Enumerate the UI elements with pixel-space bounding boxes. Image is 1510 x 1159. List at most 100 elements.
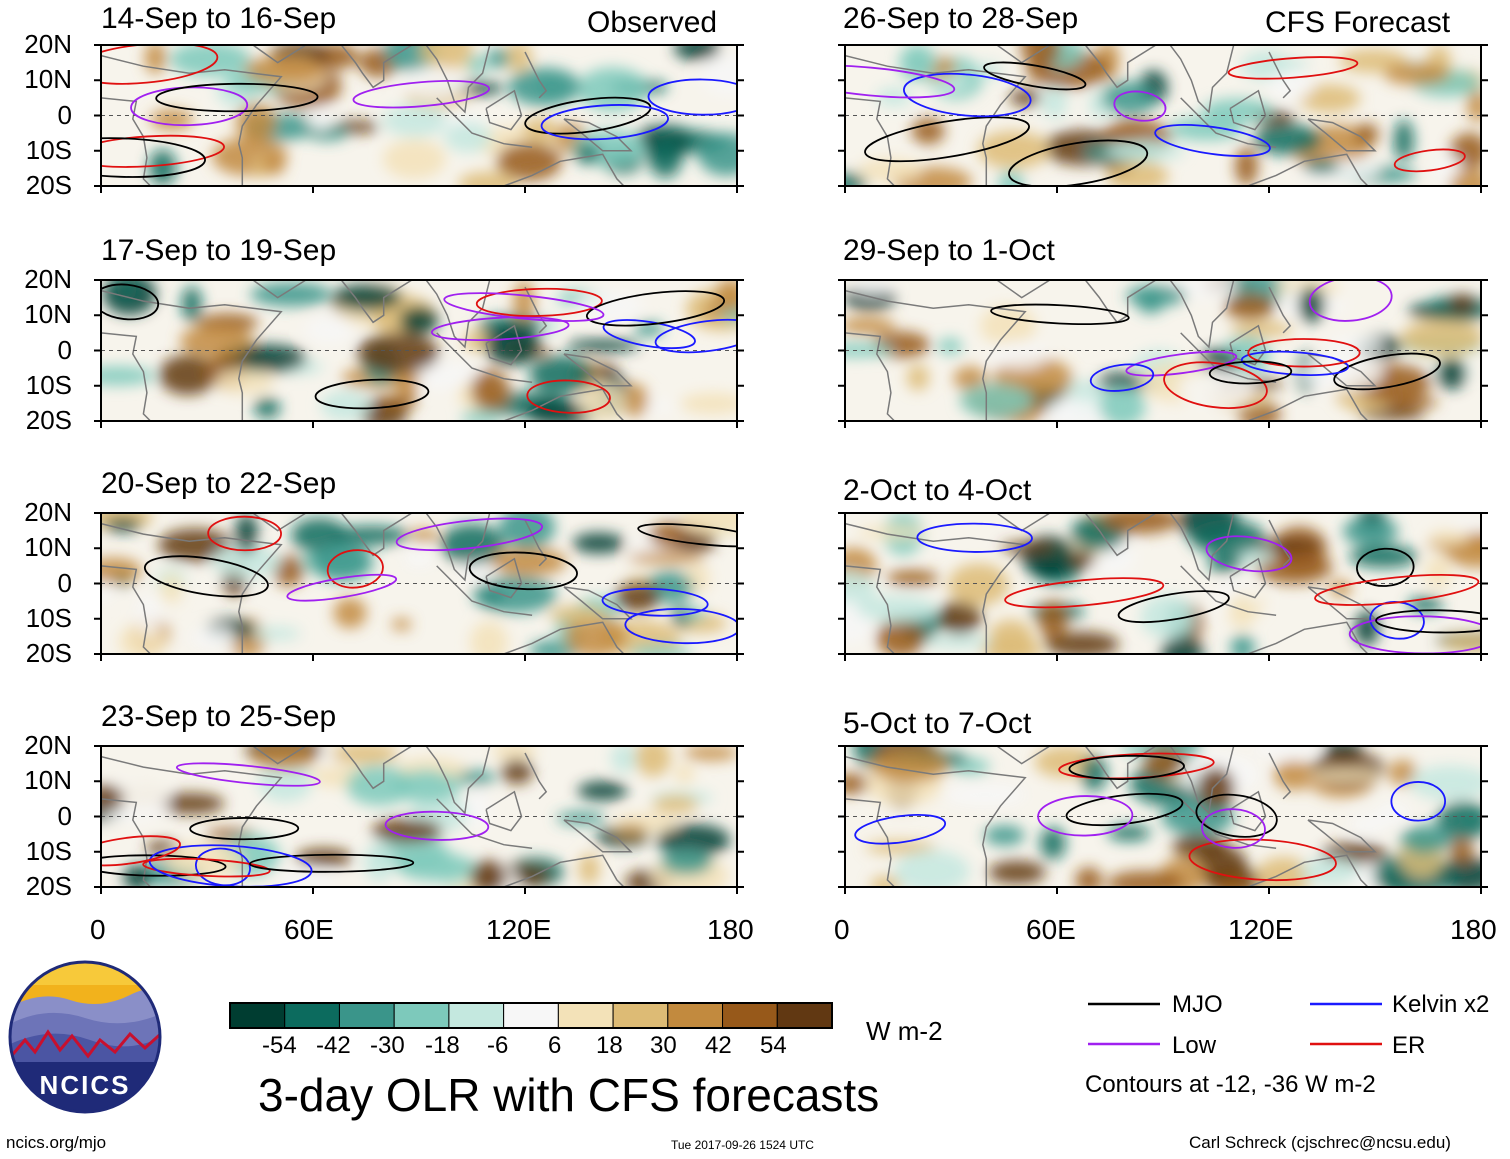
olr-anomaly-cell <box>1466 89 1481 123</box>
contour-line <box>1205 535 1293 573</box>
olr-anomaly-cell <box>577 67 649 112</box>
olr-anomaly-cell <box>610 746 638 773</box>
panel <box>94 279 744 428</box>
olr-anomaly-cell <box>364 842 395 883</box>
coastline <box>1268 286 1292 334</box>
website-link[interactable]: ncics.org/mjo <box>6 1133 107 1152</box>
coastline <box>101 522 283 654</box>
olr-anomaly-cell <box>988 619 1034 654</box>
olr-anomaly-cell <box>673 45 721 61</box>
olr-anomaly-cell <box>1383 62 1450 86</box>
olr-anomaly-cell <box>680 392 737 415</box>
contour-line <box>443 292 605 322</box>
author-credit: Carl Schreck (cjschrec@ncsu.edu) <box>1189 1133 1451 1152</box>
olr-anomaly-cell <box>235 102 276 142</box>
panel <box>94 745 744 894</box>
olr-anomaly-cell <box>1267 70 1314 101</box>
colorbar-tick-label: 54 <box>760 1032 787 1059</box>
panel-title: 29-Sep to 1-Oct <box>843 234 1055 267</box>
logo-text: NCICS <box>39 1070 131 1100</box>
olr-anomaly-cell <box>169 45 251 77</box>
contour-line <box>175 762 321 787</box>
olr-anomaly-cell <box>577 781 628 801</box>
coastline <box>1180 798 1277 849</box>
coastline <box>503 153 625 186</box>
olr-anomaly-cell <box>1099 513 1180 535</box>
contour-line <box>1065 792 1184 827</box>
olr-anomaly-cell <box>845 773 871 795</box>
olr-anomaly-cell <box>410 362 483 391</box>
contour-line <box>1113 90 1167 122</box>
coastline <box>340 513 413 557</box>
olr-anomaly-cell <box>984 825 1025 846</box>
olr-anomaly-cell <box>215 368 274 395</box>
olr-anomaly-cell <box>391 770 461 803</box>
panel <box>838 512 1488 661</box>
x-tick-label: 0 <box>834 914 850 945</box>
coastline <box>101 54 283 186</box>
olr-anomaly-cell <box>277 869 336 887</box>
coastline <box>1247 621 1369 654</box>
colorbar-tick-label: 6 <box>548 1032 562 1059</box>
contour-line <box>207 515 282 552</box>
olr-anomaly-cell <box>150 109 194 131</box>
olr-anomaly-cell <box>977 130 1050 169</box>
olr-anomaly-cell <box>924 635 993 649</box>
olr-anomaly-cell <box>457 769 496 786</box>
olr-anomaly-cell <box>304 316 354 344</box>
coastline <box>503 388 625 421</box>
olr-anomaly-cell <box>101 785 125 812</box>
olr-anomaly-cell <box>953 366 987 391</box>
panel <box>838 44 1488 193</box>
olr-anomaly-cell <box>444 121 492 153</box>
olr-anomaly-cell <box>382 104 448 137</box>
panel-title: 5-Oct to 7-Oct <box>843 707 1032 740</box>
olr-anomaly-cell <box>1140 594 1194 639</box>
coastline <box>845 755 1027 887</box>
olr-anomaly-cell <box>262 158 285 175</box>
y-tick-label: 0 <box>57 99 72 130</box>
coastline <box>1247 388 1369 421</box>
colorbar-tick-label: -6 <box>487 1032 509 1059</box>
contour-line <box>1393 148 1466 173</box>
olr-anomaly-cell <box>1449 168 1481 186</box>
olr-anomaly-cell <box>1409 765 1481 801</box>
colorbar-swatch <box>448 1002 505 1029</box>
coastline <box>845 332 896 421</box>
olr-anomaly-cell <box>1234 146 1258 186</box>
olr-anomaly-cell <box>635 746 672 777</box>
contour-line <box>326 549 384 589</box>
coastline <box>340 280 413 324</box>
olr-anomaly-cell <box>1105 140 1185 162</box>
olr-anomaly-cell <box>250 626 301 641</box>
olr-anomaly-cell <box>1354 123 1379 145</box>
contour-line <box>395 517 544 552</box>
olr-anomaly-cell <box>330 525 411 546</box>
coastline <box>436 97 533 148</box>
olr-anomaly-cell <box>181 286 203 323</box>
olr-anomaly-cell <box>1308 768 1383 783</box>
y-tick-label: 10S <box>25 134 72 165</box>
contour-line <box>143 555 269 598</box>
colorbar-swatch <box>393 1002 450 1029</box>
colorbar-swatch <box>722 1002 778 1029</box>
olr-anomaly-cell <box>1375 802 1412 826</box>
coastline <box>845 289 1027 421</box>
olr-anomaly-cell <box>212 544 281 579</box>
olr-anomaly-cell <box>948 563 1010 606</box>
colorbar-swatch <box>612 1002 669 1029</box>
olr-anomaly-cell <box>1197 766 1235 811</box>
olr-anomaly-cell <box>1041 86 1068 119</box>
olr-anomaly-cell <box>158 528 232 562</box>
olr-anomaly-cell <box>870 749 949 783</box>
olr-anomaly-cell <box>501 758 533 785</box>
contour-line <box>624 608 737 645</box>
observed-column-title: Observed <box>587 6 718 39</box>
olr-anomaly-cell <box>937 337 963 355</box>
coastline <box>1229 557 1267 599</box>
olr-anomaly-cell <box>1213 876 1250 887</box>
olr-anomaly-cell <box>103 517 142 532</box>
contour-line <box>352 80 490 109</box>
contour-line <box>101 283 160 321</box>
olr-anomaly-cell <box>574 144 601 165</box>
